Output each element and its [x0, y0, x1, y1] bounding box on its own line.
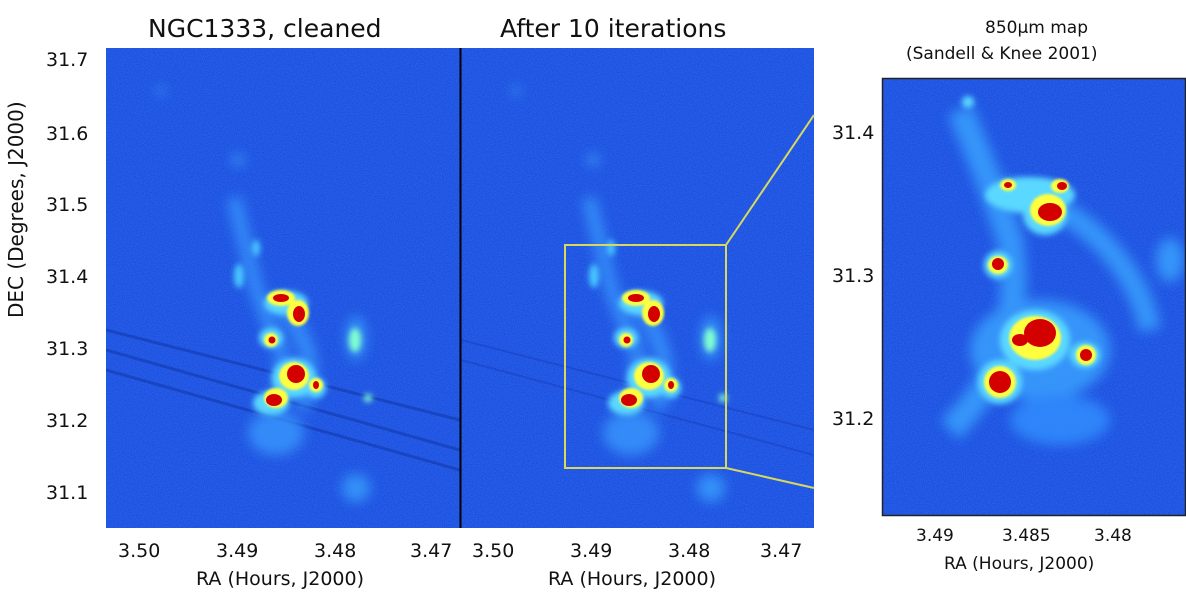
ytick: 31.6 [46, 123, 89, 145]
xtick: 3.48 [1094, 526, 1132, 546]
ytick: 31.4 [46, 266, 89, 288]
xtick: 3.485 [1002, 526, 1051, 546]
xtick: 3.50 [472, 540, 515, 562]
ytick: 31.2 [46, 410, 89, 432]
panel1-x-axis-label: RA (Hours, J2000) [196, 568, 364, 590]
ytick: 31.2 [832, 408, 875, 430]
xtick: 3.49 [216, 540, 259, 562]
zoom-box [564, 114, 815, 489]
xtick: 3.48 [314, 540, 357, 562]
ytick: 31.7 [46, 49, 89, 71]
xtick: 3.48 [668, 540, 711, 562]
panel2-title: After 10 iterations [500, 14, 727, 43]
panel1-map [106, 48, 460, 528]
xtick: 3.47 [410, 540, 453, 562]
panel3-title-line1: 850μm map [985, 18, 1088, 38]
ytick: 31.5 [46, 194, 89, 216]
panel1-title: NGC1333, cleaned [148, 14, 382, 43]
xtick: 3.49 [570, 540, 613, 562]
ytick: 31.3 [832, 265, 875, 287]
panel2-x-axis-label: RA (Hours, J2000) [548, 568, 716, 590]
xtick: 3.50 [118, 540, 161, 562]
ytick: 31.4 [832, 122, 875, 144]
panel3-x-axis-label: RA (Hours, J2000) [944, 554, 1095, 574]
xtick: 3.47 [760, 540, 803, 562]
xtick: 3.49 [916, 526, 954, 546]
ytick: 31.3 [46, 338, 89, 360]
panel3-title-line2: (Sandell & Knee 2001) [906, 44, 1098, 64]
panel2-map [461, 48, 814, 528]
panel3-map [882, 78, 1186, 516]
ytick: 31.1 [46, 482, 89, 504]
